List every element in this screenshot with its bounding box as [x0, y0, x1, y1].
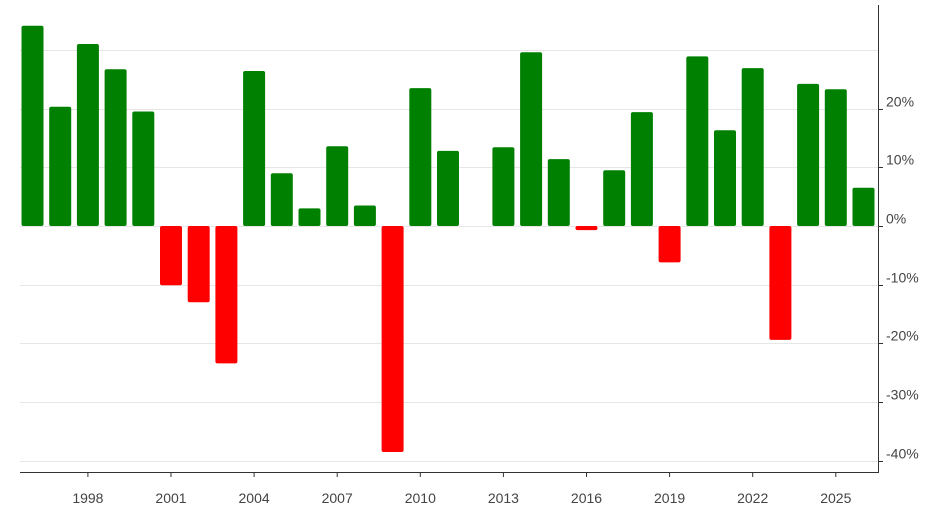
axes	[20, 5, 883, 477]
bar-2003	[215, 226, 238, 364]
bar-2009	[381, 226, 404, 452]
bar-2011	[437, 150, 459, 226]
bar-2018	[630, 112, 653, 226]
x-tick-label: 2025	[820, 490, 851, 506]
bar-2013	[492, 147, 515, 226]
bar-2010	[409, 88, 432, 226]
bar-2020	[686, 56, 709, 227]
y-tick-label: 0%	[886, 211, 906, 227]
bar-2026	[852, 187, 875, 226]
x-tick-label: 2013	[488, 490, 519, 506]
bar-2007	[326, 146, 349, 226]
bar-2024	[797, 83, 820, 227]
bar-2016	[575, 226, 598, 231]
bar-2008	[353, 205, 376, 226]
y-tick-label: -10%	[886, 270, 919, 286]
bar-2005	[270, 173, 293, 226]
y-tick-label: -20%	[886, 328, 919, 344]
bar-2022	[741, 68, 764, 226]
bar-2001	[160, 226, 182, 286]
y-tick-label: 10%	[886, 152, 914, 168]
bar-2000	[132, 111, 155, 226]
bar-1996	[21, 25, 44, 226]
x-tick-label: 2019	[654, 490, 685, 506]
tick-labels: -40% -30% -20% -10% 0% 10% 20% 1998 2001 2004 2007…	[72, 94, 918, 507]
bar-2021	[714, 130, 736, 226]
x-tick-label: 2022	[737, 490, 768, 506]
y-tick-label: 20%	[886, 94, 914, 110]
bars	[21, 25, 875, 452]
x-tick-label: 1998	[72, 490, 103, 506]
y-tick-label: -30%	[886, 387, 919, 403]
x-tick-label: 2016	[571, 490, 602, 506]
x-tick-label: 2010	[405, 490, 436, 506]
bar-2023	[769, 226, 792, 340]
y-tick-label: -40%	[886, 446, 919, 462]
bar-1998	[76, 44, 99, 226]
x-tick-label: 2007	[322, 490, 353, 506]
bar-1997	[49, 106, 72, 226]
bar-2004	[243, 71, 266, 226]
bar-2015	[547, 159, 570, 226]
x-tick-label: 2004	[239, 490, 270, 506]
bar-2002	[187, 226, 210, 303]
bar-2025	[824, 89, 847, 226]
bar-1999	[104, 69, 127, 226]
x-tick-label: 2001	[155, 490, 186, 506]
bar-2014	[520, 52, 543, 227]
bar-2017	[603, 170, 626, 226]
bar-2006	[298, 208, 321, 226]
bar-2019	[658, 226, 681, 263]
